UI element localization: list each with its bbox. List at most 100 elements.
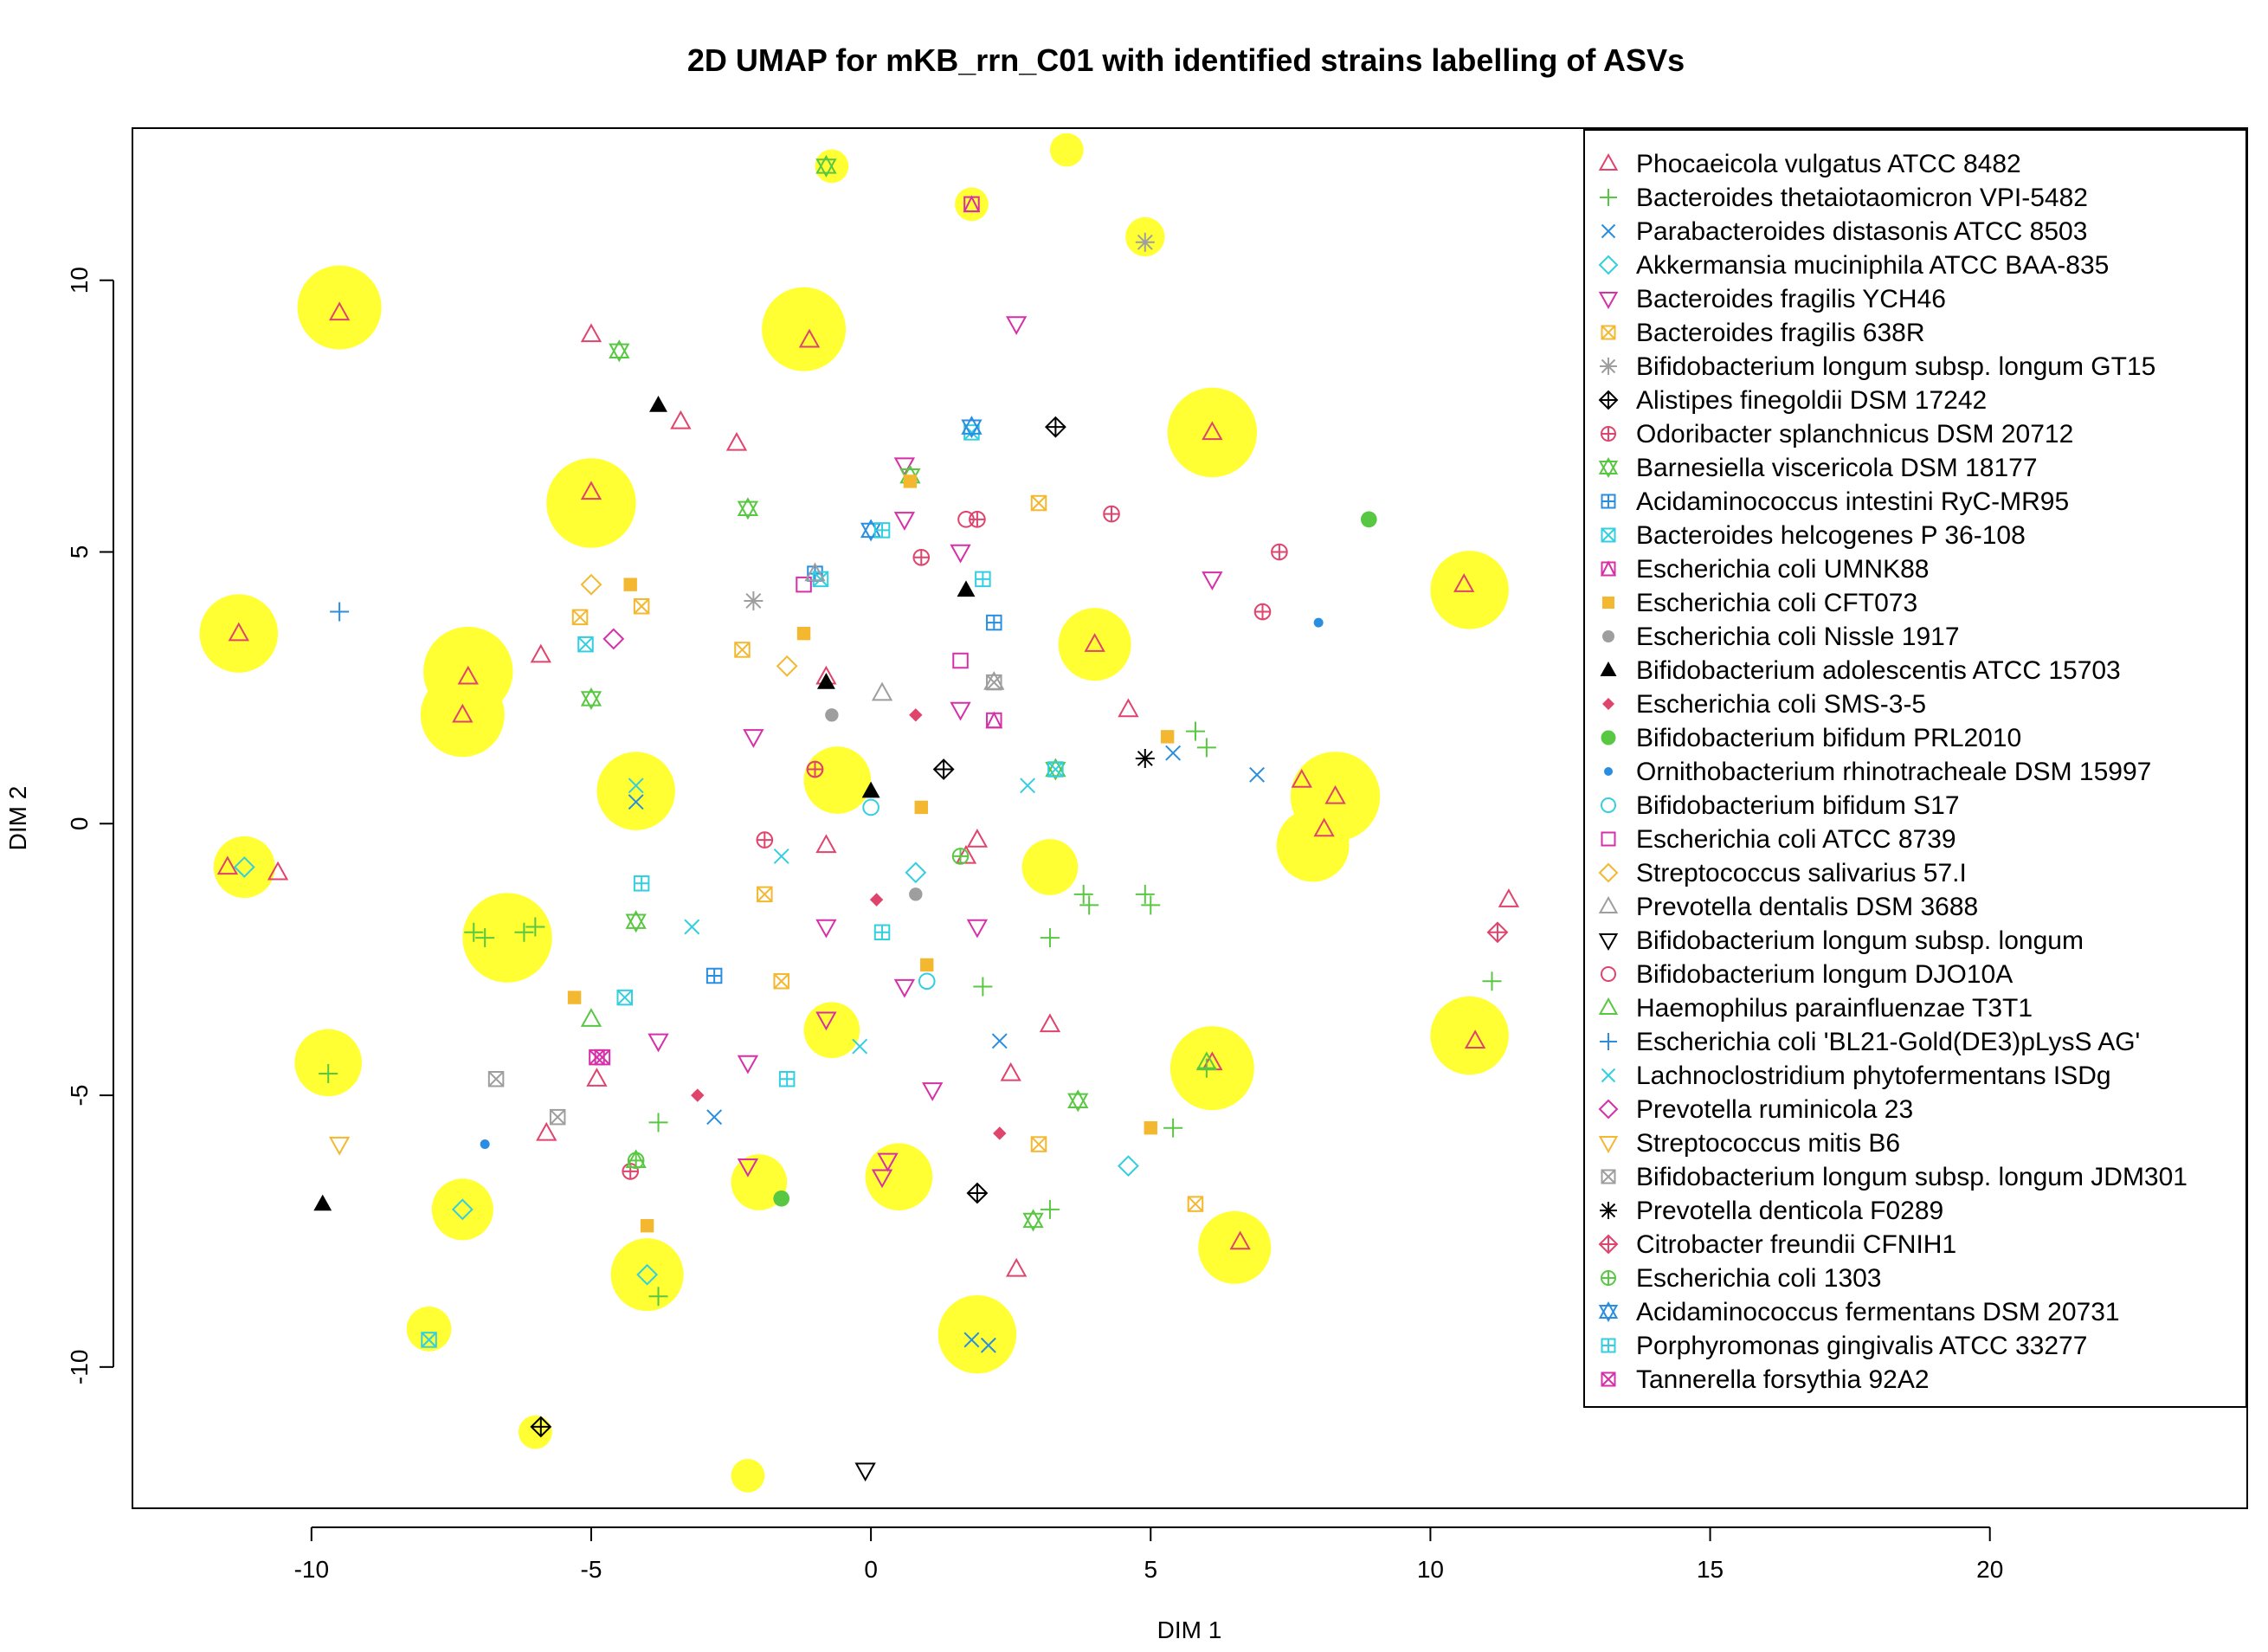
cluster-blob — [199, 594, 279, 673]
legend-marker — [1598, 895, 1619, 913]
data-point — [577, 636, 594, 653]
data-point — [932, 758, 955, 780]
legend-marker — [1598, 292, 1619, 310]
y-tick-label: -10 — [66, 1350, 93, 1384]
data-point — [986, 674, 1002, 691]
data-point — [330, 602, 350, 622]
data-point — [1195, 1051, 1218, 1071]
data-point — [328, 1136, 351, 1156]
legend-marker — [1601, 1338, 1616, 1353]
data-point — [567, 991, 582, 1004]
data-point — [616, 989, 633, 1006]
legend-marker — [1601, 831, 1616, 847]
data-point — [487, 1070, 505, 1087]
data-point — [756, 831, 774, 849]
legend-marker — [1602, 597, 1614, 609]
cluster-blob — [1198, 1210, 1272, 1284]
x-axis: -10 -5 0 5 10 15 20 — [294, 1526, 2003, 1583]
data-point — [602, 628, 625, 650]
data-point — [737, 497, 759, 520]
data-point — [589, 1049, 605, 1066]
data-point — [228, 622, 249, 642]
data-point — [957, 580, 976, 597]
data-point — [586, 1068, 608, 1087]
legend-marker — [1598, 933, 1619, 952]
data-point — [625, 910, 647, 933]
legend-label: Escherichia coli 1303 — [1636, 1264, 1882, 1293]
data-point — [1324, 784, 1346, 804]
data-point — [873, 522, 891, 539]
data-point — [1464, 1029, 1486, 1049]
data-point — [796, 576, 812, 593]
x-tick-label: 5 — [1144, 1556, 1157, 1583]
legend-label: Bifidobacterium longum DJO10A — [1636, 960, 2013, 989]
data-point — [862, 798, 879, 816]
data-point — [514, 922, 534, 942]
legend-label: Bifidobacterium bifidum S17 — [1636, 791, 1960, 820]
x-tick-label: 15 — [1697, 1556, 1724, 1583]
data-point — [869, 893, 884, 907]
legend-marker — [1598, 255, 1619, 275]
data-point — [815, 154, 837, 177]
legend-marker — [1598, 152, 1619, 171]
data-point — [871, 681, 893, 701]
data-point — [1044, 416, 1066, 438]
data-point — [909, 887, 923, 901]
cluster-blob — [518, 1415, 552, 1449]
data-point — [636, 1263, 659, 1286]
legend-label: Prevotella denticola F0289 — [1636, 1197, 1943, 1225]
data-point — [216, 855, 239, 875]
data-point — [648, 1113, 668, 1133]
data-point — [1196, 738, 1216, 758]
x-tick-label: 10 — [1417, 1556, 1444, 1583]
data-point — [773, 848, 789, 864]
data-point — [873, 924, 891, 941]
data-point — [905, 861, 927, 884]
legend-label: Bacteroides helcogenes P 36-108 — [1636, 521, 2026, 550]
data-point — [1135, 748, 1155, 768]
data-point — [313, 1194, 332, 1211]
data-point — [969, 511, 986, 528]
legend-marker — [1598, 1234, 1619, 1255]
data-point — [991, 1033, 1008, 1049]
data-point — [957, 511, 975, 528]
data-point — [993, 1126, 1007, 1140]
data-point — [1165, 745, 1182, 761]
data-point — [525, 917, 545, 937]
data-point — [815, 919, 837, 939]
data-point — [815, 834, 837, 854]
legend-marker — [1601, 494, 1616, 509]
data-point — [737, 1158, 759, 1178]
legend-label: Porphyromonas gingivalis ATCC 33277 — [1636, 1332, 2087, 1360]
data-point — [627, 1152, 645, 1170]
legend-marker — [1600, 661, 1617, 676]
legend-marker — [1601, 1169, 1616, 1184]
y-tick-label: -5 — [66, 1085, 93, 1107]
data-point — [1202, 571, 1223, 590]
data-point — [1040, 1199, 1060, 1219]
data-point — [985, 711, 1003, 729]
data-point — [773, 1190, 790, 1207]
legend-label: Escherichia coli SMS-3-5 — [1636, 690, 1926, 719]
data-point — [1117, 1155, 1139, 1178]
data-point — [893, 978, 916, 998]
legend-label: Bacteroides fragilis YCH46 — [1636, 285, 1946, 313]
data-point — [893, 512, 916, 531]
cluster-blob — [294, 1029, 362, 1097]
data-point — [1005, 316, 1028, 335]
data-point — [1039, 1013, 1061, 1033]
data-point — [267, 861, 289, 881]
y-tick-label: 0 — [66, 816, 93, 830]
legend-marker — [1600, 189, 1617, 206]
data-point — [963, 195, 981, 213]
legend-label: Haemophilus parainfluenzae T3T1 — [1636, 994, 2033, 1023]
legend-label: Escherichia coli CFT073 — [1636, 589, 1917, 617]
data-point — [1118, 698, 1139, 718]
legend-marker — [1601, 730, 1616, 745]
data-point — [1144, 1121, 1157, 1135]
legend-box — [1583, 129, 2247, 1408]
data-point — [912, 548, 931, 566]
data-point — [421, 1332, 437, 1348]
legend-marker — [1598, 997, 1619, 1015]
data-point — [530, 1416, 552, 1438]
